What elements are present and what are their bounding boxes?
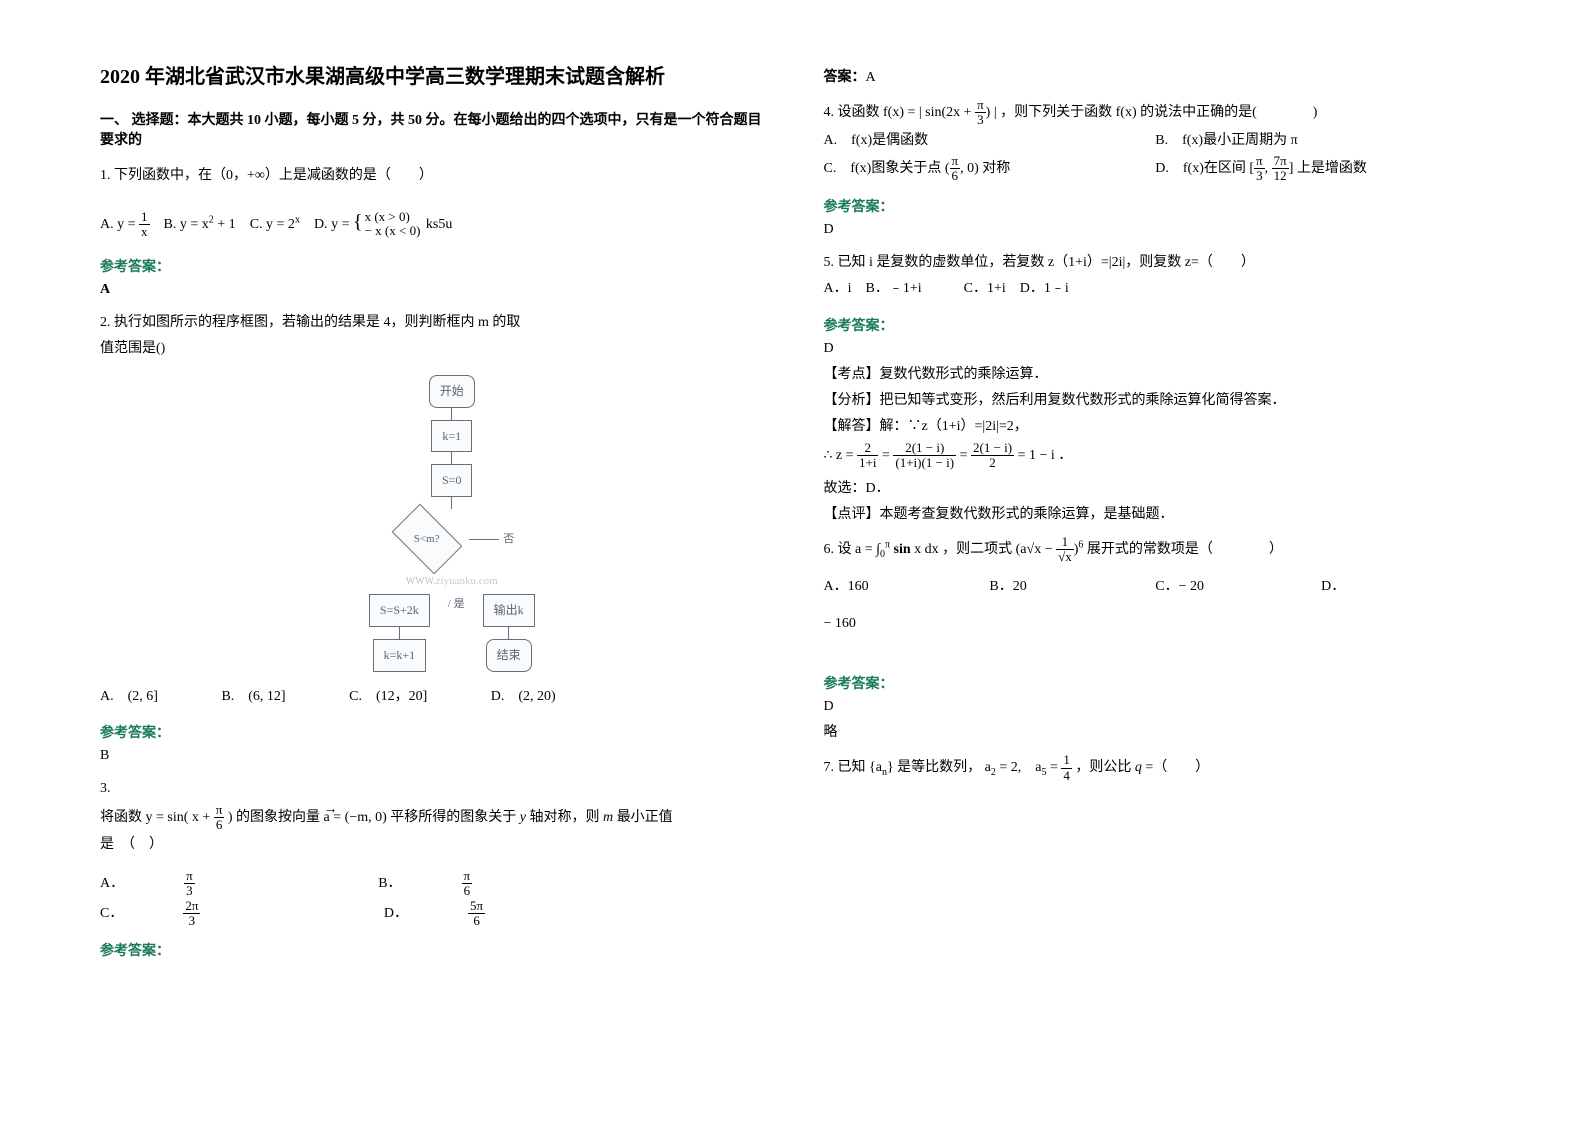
q6-brief: 略 [824, 721, 1488, 741]
q1-answer-label: 参考答案： [100, 256, 764, 276]
q2-opt-a: A. (2, 6] [100, 684, 158, 711]
q6-opt-d: D． [1321, 574, 1447, 601]
q5-l4: ∴ z = 21+i = 2(1 − i)(1+i)(1 − i) = 2(1 … [824, 441, 1488, 471]
q2-opt-c: C. (12，20] [349, 684, 427, 711]
fc-end: 结束 [486, 639, 532, 672]
q3-num: 3. [100, 776, 764, 803]
q4-row-cd: C. f(x)图象关于点 (π6, 0) 对称 D. f(x)在区间 [π3, … [824, 154, 1488, 184]
q3-answer: 答案：A [824, 66, 1488, 86]
q5-l5: 故选：D． [824, 477, 1488, 497]
q3-options: A．π3 B．π6 C．2π3 D．5π6 [100, 869, 764, 928]
question-6: 6. 设 a = ∫0π sin x dx ，则二项式 (a√x − 1√x)6… [824, 535, 1488, 638]
question-4: 4. 设函数 f(x) = | sin(2x + π3) | ，则下列关于函数 … [824, 98, 1488, 184]
q5-answer-label: 参考答案： [824, 315, 1488, 335]
fc-yes: / 是 [444, 594, 469, 615]
q6-stem: 6. 设 a = ∫0π sin x dx ，则二项式 (a√x − 1√x)6… [824, 535, 1488, 565]
q1-opt-b-label: B. [164, 217, 177, 232]
q5-options: A．i B．﹣1+i C．1+i D．1﹣i [824, 276, 1488, 303]
q1-answer: A [100, 282, 764, 298]
q5-stem: 5. 已知 i 是复数的虚数单位，若复数 z（1+i）=|2i|，则复数 z=（… [824, 250, 1488, 277]
fc-no: 否 [499, 529, 518, 550]
q2-stem-2: 值范围是() [100, 336, 764, 363]
q4-stem: 4. 设函数 f(x) = | sin(2x + π3) | ，则下列关于函数 … [824, 98, 1488, 128]
q3-opt-b: B．π6 [378, 869, 592, 899]
q6-options: A．160 B．20 C．− 20 D． [824, 574, 1488, 601]
q1-tail: ks5u [426, 217, 452, 232]
q3-opt-d: D．5π6 [384, 899, 605, 929]
q6-opt-b: B．20 [989, 574, 1115, 601]
q3-opt-a: A．π3 [100, 869, 315, 899]
q3-opt-c: C．2π3 [100, 899, 320, 929]
q1-opt-a-label: A. [100, 217, 114, 232]
q5-l6: 【点评】本题考查复数代数形式的乘除运算，是基础题． [824, 503, 1488, 523]
question-5: 5. 已知 i 是复数的虚数单位，若复数 z（1+i）=|2i|，则复数 z=（… [824, 250, 1488, 303]
q1-opt-d-label: D. [314, 217, 328, 232]
q2-flowchart: 开始 k=1 S=0 S<m? 否 WWW.ziyuanku.com S=S+2 [140, 375, 764, 672]
fc-s-update: S=S+2k [369, 594, 430, 627]
q4-answer-label: 参考答案： [824, 196, 1488, 216]
q2-options: A. (2, 6] B. (6, 12] C. (12，20] D. (2, 2… [100, 684, 764, 711]
section-1-heading: 一、 选择题：本大题共 10 小题，每小题 5 分，共 50 分。在每小题给出的… [100, 109, 764, 149]
question-2: 2. 执行如图所示的程序框图，若输出的结果是 4，则判断框内 m 的取 值范围是… [100, 310, 764, 711]
q1-opt-d-math: y = {x (x > 0)− x (x < 0) [331, 217, 422, 232]
q3-answer-label: 参考答案： [100, 940, 764, 960]
fc-s0: S=0 [431, 464, 472, 497]
fc-start: 开始 [429, 375, 475, 408]
q6-opt-d-line2: − 160 [824, 611, 1488, 638]
q4-answer: D [824, 222, 1488, 238]
q1-stem: 1. 下列函数中，在（0，+∞）上是减函数的是（ ） [100, 163, 764, 190]
q6-answer-label: 参考答案： [824, 673, 1488, 693]
q1-options: A. y = 1x B. y = x2 + 1 C. y = 2x D. y =… [100, 200, 764, 244]
q6-opt-c: C．− 20 [1155, 574, 1281, 601]
q6-answer: D [824, 699, 1488, 715]
q1-opt-c-label: C. [250, 217, 263, 232]
fc-watermark-1: WWW.ziyuanku.com [406, 571, 498, 592]
question-7: 7. 已知 {an} 是等比数列， a2 = 2, a5 = 14 ，则公比 q… [824, 753, 1488, 783]
fc-k-update: k=k+1 [373, 639, 427, 672]
fc-cond: S<m? [392, 504, 463, 575]
q3-stem-line2: 是 （ ） [100, 832, 764, 859]
q5-l2: 【分析】把已知等式变形，然后利用复数代数形式的乘除运算化简得答案． [824, 389, 1488, 409]
q2-answer: B [100, 748, 764, 764]
page-title: 2020 年湖北省武汉市水果湖高级中学高三数学理期末试题含解析 [100, 60, 764, 89]
fc-output: 输出k [483, 594, 535, 627]
q2-stem-1: 2. 执行如图所示的程序框图，若输出的结果是 4，则判断框内 m 的取 [100, 310, 764, 337]
fc-k1: k=1 [431, 420, 472, 453]
q6-opt-a: A．160 [824, 574, 950, 601]
q2-answer-label: 参考答案： [100, 722, 764, 742]
q4-row-ab: A. f(x)是偶函数 B. f(x)最小正周期为 π [824, 128, 1488, 155]
q1-opt-b-math: y = x2 + 1 [180, 217, 236, 232]
q1-opt-c-math: y = 2x [266, 217, 300, 232]
q5-l3: 【解答】解：∵z（1+i）=|2i|=2， [824, 415, 1488, 435]
q2-opt-d: D. (2, 20) [491, 684, 556, 711]
q5-l1: 【考点】复数代数形式的乘除运算． [824, 363, 1488, 383]
q5-answer: D [824, 341, 1488, 357]
q1-opt-a-math: y = 1x [117, 217, 149, 232]
question-3: 3. 将函数 y = sin( x + π6 ) 的图象按向量 →a = (−m… [100, 776, 764, 928]
question-1: 1. 下列函数中，在（0，+∞）上是减函数的是（ ） A. y = 1x B. … [100, 163, 764, 244]
q3-stem: 将函数 y = sin( x + π6 ) 的图象按向量 →a = (−m, 0… [100, 803, 764, 833]
q2-opt-b: B. (6, 12] [221, 684, 285, 711]
